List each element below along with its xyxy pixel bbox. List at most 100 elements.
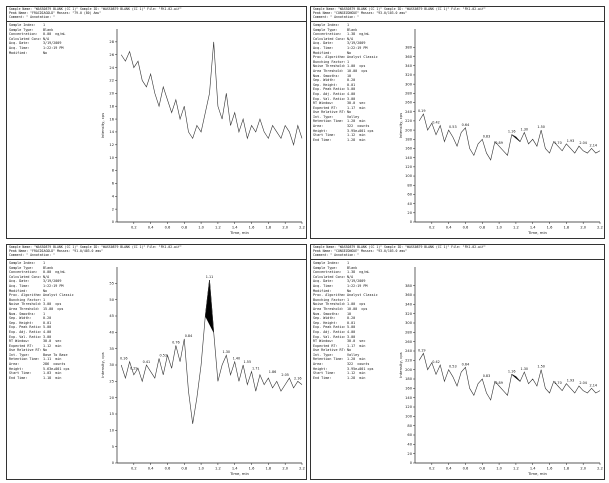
chromatogram-panel-2: Sample Name: "WASS0879 BLANK (CC 1)" Sam… (310, 6, 605, 239)
info-row: Proc. Algorithm: Analyst Classic (313, 55, 401, 60)
y-tick-label: 25 (109, 380, 114, 384)
info-value: 5.00 (347, 325, 356, 330)
info-value: 10 (347, 311, 352, 316)
info-value: 30.0 sec (43, 339, 62, 344)
info-key: End Time: (9, 375, 28, 380)
y-tick-label: 100 (405, 174, 413, 178)
panel-header: Sample Name: "WASS0879 BLANK (CC 1)" Sam… (311, 245, 604, 260)
header-line-3: Comment: " Annotation: " (313, 252, 360, 257)
y-tick-label: 10 (109, 156, 114, 160)
info-row: Acq. Date: 3/19/2009 (313, 41, 401, 46)
peak-label: 2.04 (579, 381, 587, 385)
info-key: End Time: (313, 137, 332, 142)
info-key: Exp. Peak Ratio: (313, 87, 346, 92)
x-tick-label: 1.8 (266, 467, 272, 471)
info-row: Start Time: 1.12 min (313, 133, 401, 138)
info-row: Exp. Val. Ratio: 3.00 (313, 335, 401, 340)
info-row: Sep. Height: 0.01 (313, 321, 401, 326)
peak-label: 0.42 (432, 121, 440, 125)
info-row: End Time: 1.28 min (313, 138, 401, 143)
info-row: Num. Smooths: 1 (9, 312, 97, 317)
x-tick-label: 1.4 (530, 226, 536, 230)
y-tick-label: 100 (405, 415, 413, 419)
peak-label: 0.29 (130, 367, 138, 371)
info-key: Sep. Width: (313, 316, 336, 321)
info-value: 0.20 (347, 78, 356, 83)
info-value: 1:22:19 PM (347, 283, 368, 288)
y-tick-label: 300 (405, 82, 413, 86)
info-key: Start Time: (313, 133, 336, 138)
y-tick-label: 60 (407, 193, 412, 197)
chromatogram-panel-1: Sample Name: "WASS0879 BLANK (CC 1)" Sam… (6, 6, 307, 239)
x-tick-label: 2.2 (597, 467, 603, 471)
info-row: Exp. Peak Ratio: 5.00 (313, 325, 401, 330)
info-value: 0.01 (347, 320, 356, 325)
x-tick-label: 0.2 (131, 226, 137, 230)
x-tick-label: 0.2 (429, 467, 435, 471)
info-row: Sample Type: Blank (313, 266, 401, 271)
peak-label: 1.50 (537, 365, 545, 369)
x-tick-label: 1.4 (232, 467, 238, 471)
x-tick-label: 1.0 (496, 226, 502, 230)
info-key: Sep. Height: (313, 82, 338, 87)
x-axis-label: Time, min (527, 471, 547, 476)
x-tick-label: 0.4 (446, 467, 452, 471)
x-tick-label: 0.8 (479, 467, 485, 471)
y-tick-label: 340 (405, 303, 413, 307)
info-value: Valley (347, 352, 360, 357)
info-key: Exp. Adj. Ratio: (313, 329, 346, 334)
info-row: Modified: No (313, 289, 401, 294)
y-tick-label: 22 (109, 79, 114, 83)
info-row: Num. Smooths: 10 (313, 74, 401, 79)
info-row: Sep. Width: 0.20 (313, 78, 401, 83)
info-row: Calculated Conc: N/A (9, 275, 97, 280)
peak-label: 0.41 (143, 360, 151, 364)
info-row: Start Time: 1.03 min (9, 371, 97, 376)
info-row: Height: 3.95e+001 cps (313, 129, 401, 134)
peak-label: 0.16 (120, 357, 128, 361)
info-key: Acq. Time: (9, 283, 30, 288)
y-tick-label: 20 (407, 211, 412, 215)
info-key: Bunching Factor: (313, 59, 346, 64)
peak-label: 1.30 (223, 350, 231, 354)
header-line-1: Sample Name: "WASS0879 BLANK (CC 1)" Sam… (313, 245, 486, 249)
info-value: 3/19/2009 (43, 279, 62, 284)
info-value: 1.03 min (43, 371, 62, 376)
info-row: Concentration: 1.38 ng/mL (313, 270, 401, 275)
info-row: Acq. Time: 1:22:19 PM (313, 46, 401, 51)
sample-info: Sample Index: 1 Sample Type: Blank Concentra… (313, 261, 401, 380)
info-row: Bunching Factor: 1 (313, 298, 401, 303)
info-key: Start Time: (9, 371, 32, 376)
panel-header: Sample Name: "WASS0879 BLANK (CC 1)" Sam… (311, 7, 604, 22)
y-tick-label: 8 (112, 169, 115, 173)
y-tick-label: 4 (112, 194, 115, 198)
info-key: Retention Time: (9, 357, 40, 362)
sample-info: Sample Index: 1 Sample Type: Blank Concentra… (9, 23, 97, 55)
peak-label: 1.30 (521, 127, 529, 131)
info-value: Analyst Classic (347, 293, 378, 298)
y-tick-label: 35 (109, 347, 114, 351)
peak-label: 1.50 (537, 125, 545, 129)
info-key: Sample Type: (9, 265, 34, 270)
panel-header: Sample Name: "WASS0879 BLANK (CC 1)" Sam… (7, 7, 306, 22)
info-value: 3.95e+001 cps (347, 128, 374, 133)
info-row: Area Threshold: 10.00 cps (313, 69, 401, 74)
info-key: Calculated Conc: (313, 36, 346, 41)
info-value: No (347, 50, 352, 55)
y-tick-label: 15 (109, 412, 114, 416)
info-value: No (43, 50, 48, 55)
y-tick-label: 200 (405, 368, 413, 372)
info-key: Sep. Width: (9, 316, 32, 321)
info-value: 3/19/2009 (43, 41, 62, 46)
info-row: Exp. Adj. Ratio: 4.00 (9, 330, 97, 335)
y-tick-label: 0 (410, 461, 413, 465)
info-row: Noise Threshold: 1.00 cps (313, 64, 401, 69)
x-tick-label: 2.2 (299, 467, 305, 471)
info-row: Area: 322 counts (313, 362, 401, 367)
peak-label: 1.71 (252, 367, 260, 371)
info-row: Height: 3.95e+001 cps (313, 367, 401, 372)
info-key: Exp. Peak Ratio: (9, 325, 42, 330)
x-tick-label: 0.2 (131, 467, 137, 471)
y-tick-label: 200 (405, 128, 413, 132)
